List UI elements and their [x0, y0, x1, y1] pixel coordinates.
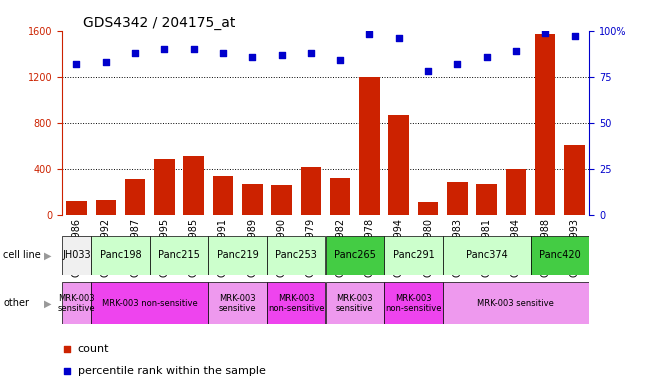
Bar — [208, 236, 267, 275]
Bar — [447, 182, 467, 215]
Bar — [330, 178, 350, 215]
Text: Panc265: Panc265 — [334, 250, 376, 260]
Point — [452, 61, 462, 67]
Text: ▶: ▶ — [44, 250, 52, 260]
Bar — [66, 201, 87, 215]
Text: GSM924983: GSM924983 — [452, 218, 462, 277]
Bar — [535, 34, 555, 215]
Bar — [213, 176, 233, 215]
Text: GSM924978: GSM924978 — [365, 218, 374, 277]
Text: percentile rank within the sample: percentile rank within the sample — [77, 366, 266, 376]
Bar — [267, 282, 326, 324]
Bar — [125, 179, 145, 215]
Point — [481, 53, 492, 60]
Bar — [62, 236, 91, 275]
Text: GSM924992: GSM924992 — [101, 218, 111, 277]
Point — [335, 57, 345, 63]
Bar — [443, 236, 531, 275]
Bar — [564, 145, 585, 215]
Text: GSM924995: GSM924995 — [159, 218, 169, 277]
Text: Panc198: Panc198 — [100, 250, 141, 260]
Point — [305, 50, 316, 56]
Text: GSM924993: GSM924993 — [570, 218, 579, 277]
Text: GSM924980: GSM924980 — [423, 218, 433, 277]
Bar — [62, 282, 91, 324]
Bar — [531, 236, 589, 275]
Bar — [477, 184, 497, 215]
Text: MRK-003 sensitive: MRK-003 sensitive — [477, 299, 555, 308]
Bar — [150, 236, 208, 275]
Text: MRK-003 non-sensitive: MRK-003 non-sensitive — [102, 299, 198, 308]
Text: JH033: JH033 — [62, 250, 90, 260]
Text: GSM924979: GSM924979 — [306, 218, 316, 277]
Text: GSM924988: GSM924988 — [540, 218, 550, 277]
Text: GSM924989: GSM924989 — [247, 218, 257, 277]
Point — [423, 68, 434, 74]
Bar — [208, 282, 267, 324]
Text: Panc253: Panc253 — [275, 250, 317, 260]
Text: Panc374: Panc374 — [465, 250, 508, 260]
Text: MRK-003
sensitive: MRK-003 sensitive — [58, 294, 95, 313]
Bar — [301, 167, 321, 215]
Text: MRK-003
sensitive: MRK-003 sensitive — [219, 294, 256, 313]
Text: MRK-003
non-sensitive: MRK-003 non-sensitive — [385, 294, 441, 313]
Text: GSM924990: GSM924990 — [277, 218, 286, 277]
Bar — [91, 236, 150, 275]
Text: MRK-003
non-sensitive: MRK-003 non-sensitive — [268, 294, 324, 313]
Bar — [267, 236, 326, 275]
Bar — [326, 236, 384, 275]
Point — [247, 53, 257, 60]
Bar — [418, 202, 438, 215]
Point — [100, 59, 111, 65]
Point — [71, 61, 82, 67]
Text: GSM924982: GSM924982 — [335, 218, 345, 277]
Bar — [184, 156, 204, 215]
Text: GSM924985: GSM924985 — [189, 218, 199, 277]
Text: GSM924994: GSM924994 — [394, 218, 404, 277]
Point — [188, 46, 199, 52]
Point — [217, 50, 228, 56]
Bar — [443, 282, 589, 324]
Bar — [506, 169, 526, 215]
Point — [368, 302, 379, 308]
Text: other: other — [3, 298, 29, 308]
Point — [540, 30, 550, 36]
Bar — [154, 159, 174, 215]
Point — [130, 50, 140, 56]
Bar — [389, 115, 409, 215]
Text: count: count — [77, 344, 109, 354]
Point — [276, 51, 286, 58]
Text: Panc420: Panc420 — [539, 250, 581, 260]
Point — [510, 48, 521, 54]
Point — [159, 46, 169, 52]
Text: Panc291: Panc291 — [393, 250, 434, 260]
Bar — [359, 77, 380, 215]
Text: GSM924981: GSM924981 — [482, 218, 492, 277]
Point — [364, 31, 374, 38]
Text: Panc219: Panc219 — [217, 250, 258, 260]
Bar — [326, 282, 384, 324]
Point — [368, 110, 379, 116]
Text: cell line: cell line — [3, 250, 41, 260]
Text: GSM924986: GSM924986 — [72, 218, 81, 277]
Text: GSM924991: GSM924991 — [218, 218, 228, 277]
Bar — [271, 185, 292, 215]
Bar — [242, 184, 262, 215]
Bar — [91, 282, 208, 324]
Point — [393, 35, 404, 41]
Point — [569, 33, 579, 39]
Text: MRK-003
sensitive: MRK-003 sensitive — [336, 294, 374, 313]
Bar — [96, 200, 116, 215]
Text: ▶: ▶ — [44, 298, 52, 308]
Text: GDS4342 / 204175_at: GDS4342 / 204175_at — [83, 16, 235, 30]
Text: GSM924984: GSM924984 — [511, 218, 521, 277]
Bar — [384, 236, 443, 275]
Bar — [384, 282, 443, 324]
Text: GSM924987: GSM924987 — [130, 218, 140, 277]
Text: Panc215: Panc215 — [158, 250, 200, 260]
